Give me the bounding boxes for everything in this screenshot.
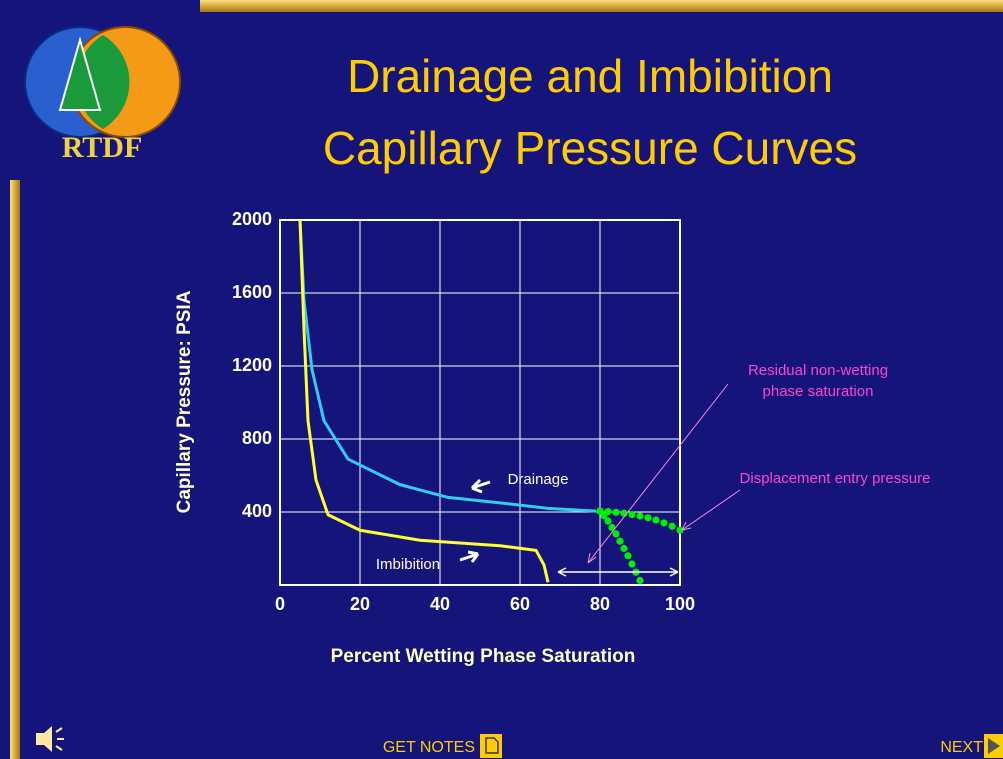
data-dot xyxy=(668,522,676,530)
series-line xyxy=(298,219,550,583)
data-dot xyxy=(612,530,620,538)
logo: RTDF xyxy=(24,26,181,164)
y-axis-label: Capillary Pressure: PSIA xyxy=(174,290,195,513)
audio-button[interactable] xyxy=(36,726,64,752)
x-tick-label: 80 xyxy=(590,594,610,614)
data-dot xyxy=(660,519,668,527)
speaker-icon xyxy=(36,726,52,752)
plot: 0 20 40 60 80 100 400 800 1200 1600 2000 xyxy=(232,209,695,614)
annotation: Drainage xyxy=(508,471,569,488)
slide-title: Capillary Pressure Curves xyxy=(323,122,857,174)
arrow xyxy=(470,478,491,494)
data-dot xyxy=(652,516,660,524)
data-dot xyxy=(608,523,616,532)
data-dot xyxy=(628,510,636,519)
pointer xyxy=(587,383,729,564)
slide-title: Drainage and Imbibition xyxy=(347,50,833,102)
data-dot xyxy=(612,508,620,516)
data-dot xyxy=(644,514,652,522)
x-tick-label: 100 xyxy=(665,594,695,614)
y-tick-label: 400 xyxy=(242,501,272,521)
y-tick-label: 2000 xyxy=(232,209,272,229)
x-tick-label: 0 xyxy=(275,594,285,614)
y-tick-label: 1200 xyxy=(232,355,272,375)
data-dot xyxy=(636,512,644,520)
data-dot xyxy=(628,560,636,568)
next-label: NEXT xyxy=(940,739,983,756)
logo-text: RTDF xyxy=(62,131,143,164)
x-tick-label: 40 xyxy=(430,594,450,614)
data-dot xyxy=(604,517,612,525)
x-axis-label: Percent Wetting Phase Saturation xyxy=(331,646,636,667)
notes-button[interactable]: GET NOTES xyxy=(383,734,502,758)
data-dot xyxy=(600,512,608,520)
logo-tree xyxy=(58,36,102,111)
annotation: Displacement entry pressure xyxy=(740,470,931,487)
next-button[interactable]: NEXT xyxy=(940,734,1003,758)
x-tick-label: 60 xyxy=(510,594,530,614)
data-dot xyxy=(620,544,628,553)
y-tick-label: 1600 xyxy=(232,282,272,302)
double-arrow xyxy=(557,567,679,577)
arrow xyxy=(459,550,480,563)
series-line xyxy=(298,219,597,513)
data-dot xyxy=(676,526,684,534)
data-dot xyxy=(636,576,644,585)
x-tick-label: 20 xyxy=(350,594,370,614)
data-dot xyxy=(616,537,624,545)
annotation: Imbibition xyxy=(376,556,440,573)
annotation: Residual non-wetting xyxy=(748,362,888,379)
notes-icon-page xyxy=(485,737,499,754)
notes-label: GET NOTES xyxy=(383,739,475,756)
next-icon-arrow xyxy=(988,738,1000,754)
pointer xyxy=(681,489,741,531)
side-bar xyxy=(10,180,20,759)
y-tick-label: 800 xyxy=(242,428,272,448)
speaker-waves xyxy=(55,727,64,751)
top-bar xyxy=(200,0,1003,12)
data-dot xyxy=(624,552,632,560)
annotation: phase saturation xyxy=(763,383,874,400)
